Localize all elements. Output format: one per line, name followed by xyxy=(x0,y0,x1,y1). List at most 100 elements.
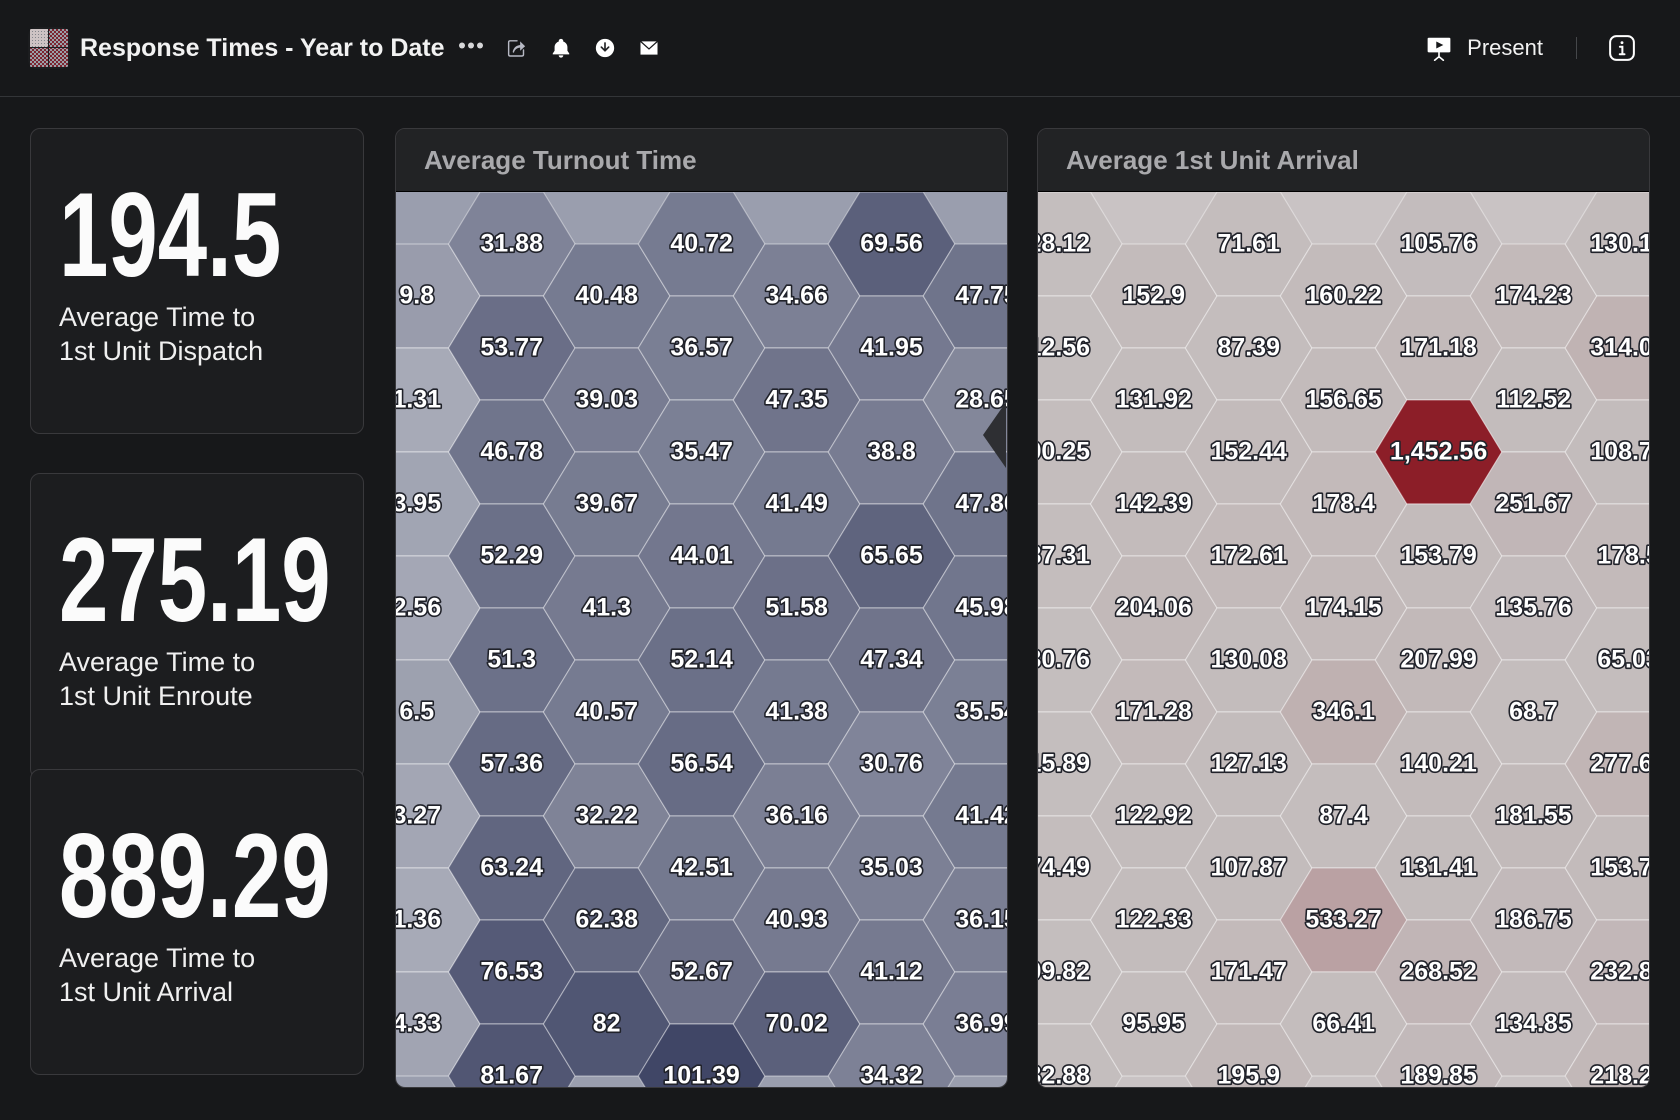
svg-text:171.18: 171.18 xyxy=(1400,334,1477,362)
svg-text:66.41: 66.41 xyxy=(1312,1010,1375,1038)
svg-text:112.52: 112.52 xyxy=(1495,386,1570,414)
svg-text:41.49: 41.49 xyxy=(765,490,828,518)
svg-text:30.76: 30.76 xyxy=(860,750,923,778)
svg-text:277.69: 277.69 xyxy=(1590,750,1649,778)
svg-text:1.31: 1.31 xyxy=(396,386,441,414)
svg-text:41.3: 41.3 xyxy=(582,594,631,622)
svg-text:207.99: 207.99 xyxy=(1400,646,1476,674)
svg-text:81.67: 81.67 xyxy=(480,1062,543,1087)
svg-text:107.87: 107.87 xyxy=(1210,854,1286,882)
svg-text:47.75: 47.75 xyxy=(955,282,1007,310)
svg-text:135.76: 135.76 xyxy=(1495,594,1571,622)
svg-text:268.52: 268.52 xyxy=(1400,958,1476,986)
svg-text:189.85: 189.85 xyxy=(1400,1062,1477,1087)
svg-text:40.57: 40.57 xyxy=(575,698,638,726)
svg-text:70.02: 70.02 xyxy=(765,1010,828,1038)
svg-text:3.27: 3.27 xyxy=(396,802,441,830)
svg-text:46.78: 46.78 xyxy=(480,438,543,466)
svg-text:41.12: 41.12 xyxy=(860,958,923,986)
svg-text:3.95: 3.95 xyxy=(396,490,441,518)
svg-text:178.4: 178.4 xyxy=(1312,490,1375,518)
svg-text:171.47: 171.47 xyxy=(1210,958,1286,986)
svg-text:52.14: 52.14 xyxy=(670,646,733,674)
svg-text:178.5: 178.5 xyxy=(1597,542,1649,570)
svg-text:533.27: 533.27 xyxy=(1305,906,1381,934)
svg-text:160.22: 160.22 xyxy=(1305,282,1381,310)
svg-text:140.21: 140.21 xyxy=(1400,750,1477,778)
svg-text:62.38: 62.38 xyxy=(575,906,638,934)
svg-text:32.22: 32.22 xyxy=(575,802,638,830)
svg-text:186.75: 186.75 xyxy=(1495,906,1572,934)
svg-text:28.65: 28.65 xyxy=(955,386,1007,414)
svg-text:51.3: 51.3 xyxy=(487,646,536,674)
svg-text:47.34: 47.34 xyxy=(860,646,923,674)
svg-text:171.28: 171.28 xyxy=(1115,698,1192,726)
svg-text:90.25: 90.25 xyxy=(1038,438,1090,466)
svg-text:153.79: 153.79 xyxy=(1400,542,1476,570)
svg-text:32.88: 32.88 xyxy=(1038,1062,1090,1087)
svg-text:172.61: 172.61 xyxy=(1210,542,1287,570)
svg-text:122.33: 122.33 xyxy=(1115,906,1191,934)
svg-text:1,452.56: 1,452.56 xyxy=(1389,438,1486,466)
svg-text:09.82: 09.82 xyxy=(1038,958,1090,986)
svg-text:152.44: 152.44 xyxy=(1210,438,1287,466)
svg-text:52.29: 52.29 xyxy=(480,542,543,570)
svg-text:127.13: 127.13 xyxy=(1210,750,1286,778)
svg-text:40.48: 40.48 xyxy=(575,282,638,310)
svg-text:36.15: 36.15 xyxy=(955,906,1007,934)
svg-text:2.56: 2.56 xyxy=(396,594,441,622)
svg-text:4.33: 4.33 xyxy=(396,1010,441,1038)
svg-text:35.54: 35.54 xyxy=(955,698,1007,726)
svg-text:53.77: 53.77 xyxy=(480,334,543,362)
svg-text:156.65: 156.65 xyxy=(1305,386,1382,414)
svg-text:28.12: 28.12 xyxy=(1038,230,1090,258)
svg-text:12.56: 12.56 xyxy=(1038,334,1090,362)
svg-text:95.95: 95.95 xyxy=(1122,1010,1185,1038)
svg-text:181.55: 181.55 xyxy=(1495,802,1572,830)
svg-text:41.42: 41.42 xyxy=(955,802,1007,830)
svg-text:35.47: 35.47 xyxy=(670,438,733,466)
svg-text:31.88: 31.88 xyxy=(480,230,543,258)
svg-text:63.24: 63.24 xyxy=(480,854,543,882)
svg-text:38.8: 38.8 xyxy=(867,438,916,466)
svg-text:130.08: 130.08 xyxy=(1210,646,1287,674)
svg-text:41.95: 41.95 xyxy=(860,334,923,362)
svg-text:142.39: 142.39 xyxy=(1115,490,1191,518)
svg-text:174.23: 174.23 xyxy=(1495,282,1571,310)
svg-text:105.76: 105.76 xyxy=(1400,230,1476,258)
svg-text:131.92: 131.92 xyxy=(1115,386,1191,414)
svg-text:56.54: 56.54 xyxy=(670,750,733,778)
svg-text:346.1: 346.1 xyxy=(1312,698,1375,726)
svg-text:36.57: 36.57 xyxy=(670,334,733,362)
svg-text:76.53: 76.53 xyxy=(480,958,543,986)
svg-text:1.36: 1.36 xyxy=(396,906,441,934)
svg-text:39.03: 39.03 xyxy=(575,386,638,414)
svg-text:34.32: 34.32 xyxy=(860,1062,923,1087)
svg-text:153.79: 153.79 xyxy=(1590,854,1649,882)
svg-text:108.74: 108.74 xyxy=(1590,438,1649,466)
svg-text:65.03: 65.03 xyxy=(1597,646,1649,674)
svg-text:47.86: 47.86 xyxy=(955,490,1007,518)
svg-text:15.89: 15.89 xyxy=(1038,750,1090,778)
svg-text:251.67: 251.67 xyxy=(1495,490,1571,518)
svg-text:152.9: 152.9 xyxy=(1122,282,1185,310)
svg-text:174.15: 174.15 xyxy=(1305,594,1382,622)
svg-text:232.82: 232.82 xyxy=(1590,958,1649,986)
svg-text:74.49: 74.49 xyxy=(1038,854,1090,882)
svg-text:204.06: 204.06 xyxy=(1115,594,1191,622)
svg-text:51.58: 51.58 xyxy=(765,594,828,622)
svg-text:314.05: 314.05 xyxy=(1590,334,1649,362)
svg-text:30.76: 30.76 xyxy=(1038,646,1090,674)
svg-text:36.99: 36.99 xyxy=(955,1010,1007,1038)
svg-text:82: 82 xyxy=(592,1010,620,1038)
svg-text:6.5: 6.5 xyxy=(399,698,434,726)
svg-text:69.56: 69.56 xyxy=(860,230,923,258)
svg-text:44.01: 44.01 xyxy=(670,542,733,570)
svg-text:65.65: 65.65 xyxy=(860,542,923,570)
svg-text:9.8: 9.8 xyxy=(399,282,434,310)
svg-text:41.38: 41.38 xyxy=(765,698,828,726)
svg-text:134.85: 134.85 xyxy=(1495,1010,1572,1038)
svg-text:40.72: 40.72 xyxy=(670,230,733,258)
svg-text:71.61: 71.61 xyxy=(1217,230,1280,258)
svg-text:87.31: 87.31 xyxy=(1038,542,1090,570)
